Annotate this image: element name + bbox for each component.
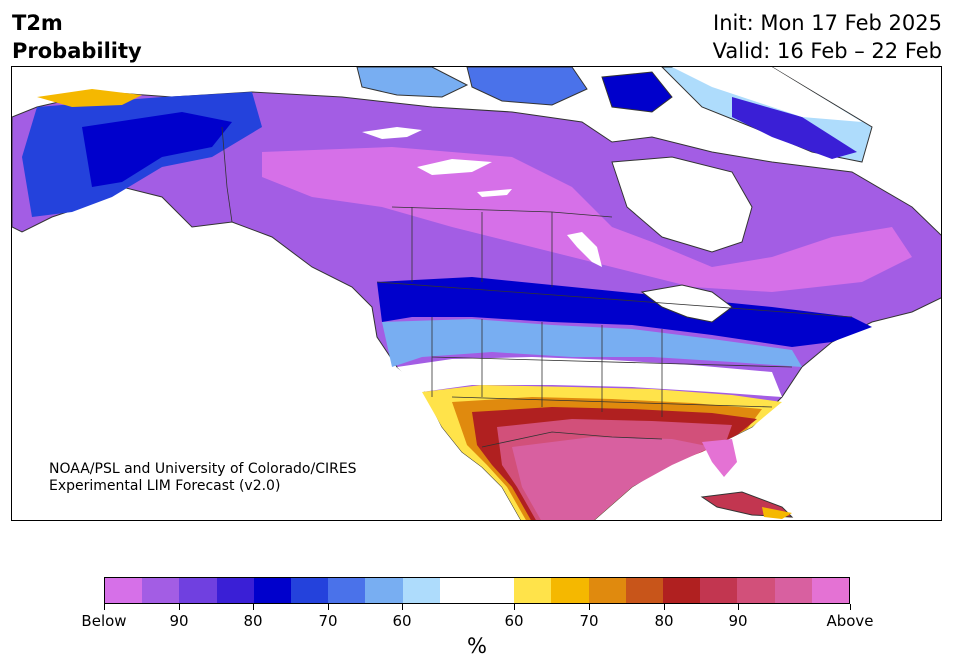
colorbar-tick bbox=[104, 604, 105, 610]
colorbar-tick bbox=[253, 604, 254, 610]
credit-line-2: Experimental LIM Forecast (v2.0) bbox=[49, 478, 281, 494]
colorbar-tick-label: Below bbox=[81, 612, 127, 630]
colorbar-tick-label: 80 bbox=[243, 612, 263, 630]
colorbar-segment bbox=[216, 578, 254, 603]
colorbar-segment bbox=[737, 578, 775, 603]
lake-winnipeg bbox=[567, 232, 602, 267]
greenland-interior bbox=[672, 67, 862, 122]
great-bear-lake bbox=[362, 127, 422, 139]
colorbar-segment bbox=[291, 578, 329, 603]
colorbar bbox=[104, 577, 850, 604]
colorbar-segment bbox=[663, 578, 701, 603]
map-title: T2m Probability bbox=[12, 9, 142, 65]
canada-light-purple bbox=[262, 147, 912, 292]
alaska-north-warm bbox=[37, 89, 142, 107]
greenland-coast-inner bbox=[732, 97, 857, 159]
colorbar-segment bbox=[514, 578, 552, 603]
init-date: Init: Mon 17 Feb 2025 bbox=[713, 11, 942, 35]
colorbar-tick-label: 60 bbox=[504, 612, 524, 630]
colorbar-segment bbox=[439, 578, 478, 603]
colorbar-segment bbox=[179, 578, 217, 603]
colorbar-tick bbox=[514, 604, 515, 610]
colorbar-tick-label: 70 bbox=[579, 612, 599, 630]
colorbar-tick-label: 70 bbox=[318, 612, 338, 630]
florida-pink bbox=[702, 439, 737, 477]
hudson-bay bbox=[611, 156, 753, 253]
colorbar-segment bbox=[477, 578, 515, 603]
great-lakes bbox=[640, 284, 733, 323]
colorbar-tick bbox=[402, 604, 403, 610]
colorbar-segment bbox=[551, 578, 589, 603]
colorbar-segment bbox=[625, 578, 664, 603]
arctic-islands-center bbox=[466, 67, 588, 106]
mexico-pink bbox=[512, 437, 712, 520]
colorbar-tick-label: Above bbox=[826, 612, 874, 630]
northern-us-lighter-band bbox=[382, 319, 802, 367]
colorbar-tick-label: 80 bbox=[654, 612, 674, 630]
colorbar-segment bbox=[774, 578, 812, 603]
northern-us-white-band bbox=[397, 357, 782, 397]
colorbar-tick bbox=[664, 604, 665, 610]
date-info: Init: Mon 17 Feb 2025 Valid: 16 Feb – 22… bbox=[713, 9, 942, 65]
colorbar-segment bbox=[253, 578, 292, 603]
colorbar-segment bbox=[142, 578, 180, 603]
lake-athabasca bbox=[477, 189, 512, 197]
colorbar-unit: % bbox=[467, 634, 487, 658]
colorbar-segment bbox=[588, 578, 626, 603]
colorbar-segment bbox=[700, 578, 738, 603]
political-borders bbox=[221, 126, 853, 448]
great-slave-lake bbox=[417, 159, 492, 175]
caribbean-warm bbox=[762, 507, 792, 519]
colorbar-segment bbox=[328, 578, 366, 603]
valid-range: Valid: 16 Feb – 22 Feb bbox=[712, 39, 942, 63]
map-panel bbox=[11, 66, 942, 521]
alaska-dark-band bbox=[82, 112, 232, 187]
colorbar-tick bbox=[589, 604, 590, 610]
colorbar-segment bbox=[811, 578, 850, 603]
colorbar-segment bbox=[105, 578, 143, 603]
probability-map bbox=[12, 67, 941, 520]
credit-line-1: NOAA/PSL and University of Colorado/CIRE… bbox=[49, 461, 357, 477]
colorbar-segment bbox=[365, 578, 403, 603]
arctic-islands-west bbox=[356, 67, 469, 98]
arctic-islands-east bbox=[601, 71, 673, 113]
colorbar-tick bbox=[328, 604, 329, 610]
credit-text: NOAA/PSL and University of Colorado/CIRE… bbox=[49, 461, 357, 495]
colorbar-tick-label: 90 bbox=[728, 612, 748, 630]
colorbar-tick-label: 90 bbox=[169, 612, 189, 630]
colorbar-tick bbox=[738, 604, 739, 610]
colorbar-tick bbox=[179, 604, 180, 610]
variable-label: T2m bbox=[12, 11, 63, 35]
quantity-label: Probability bbox=[12, 39, 142, 63]
colorbar-segment bbox=[402, 578, 440, 603]
colorbar-tick-label: 60 bbox=[392, 612, 412, 630]
colorbar-tick bbox=[850, 604, 851, 610]
northern-us-blue-band bbox=[377, 277, 872, 347]
